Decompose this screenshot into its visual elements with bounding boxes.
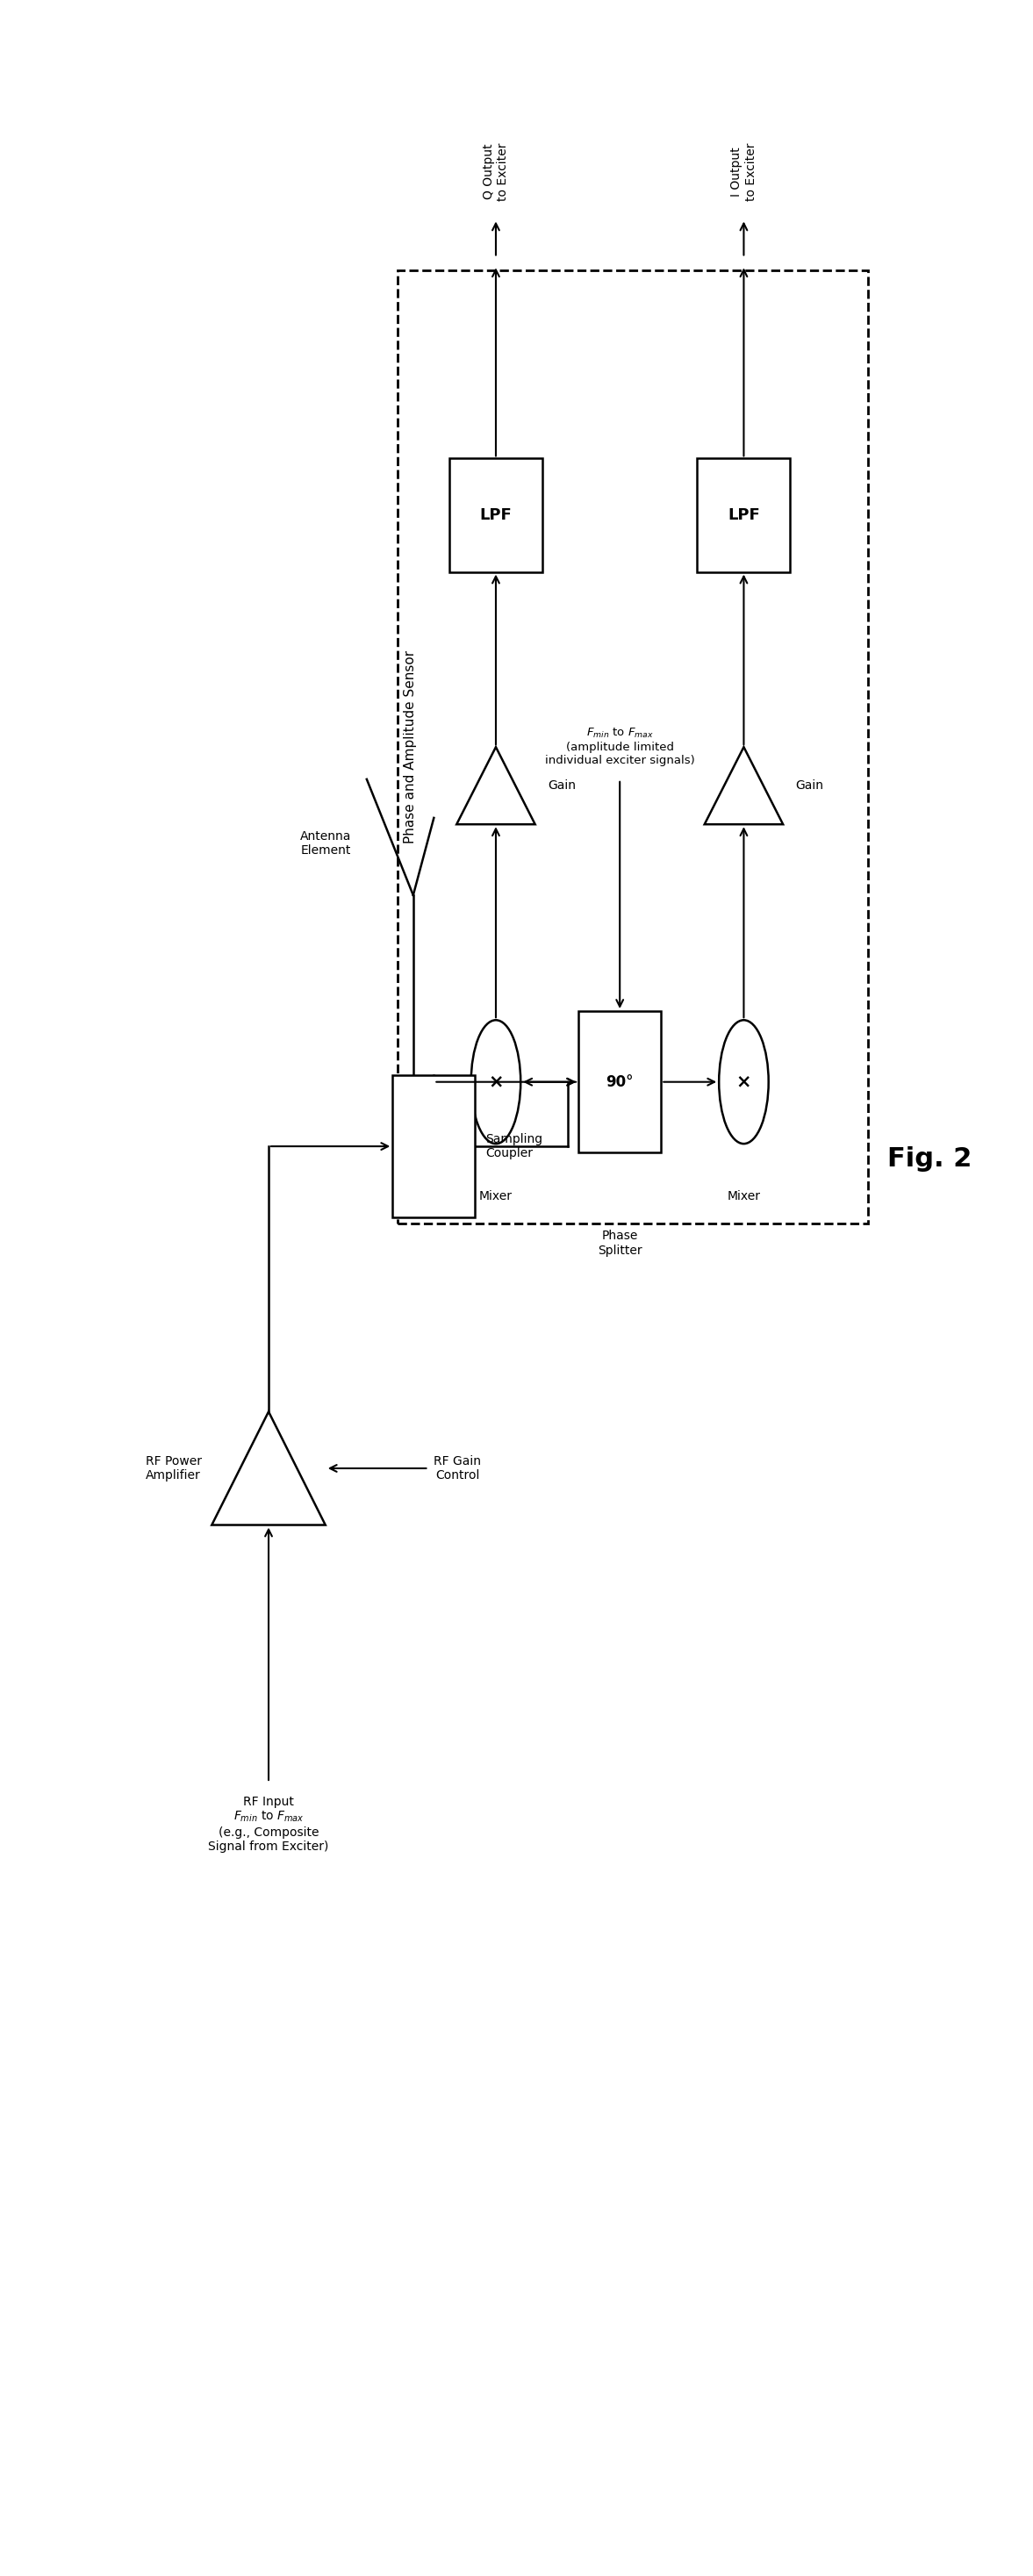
Text: I Output
to Exciter: I Output to Exciter (730, 142, 757, 201)
Polygon shape (457, 747, 535, 824)
Text: RF Power
Amplifier: RF Power Amplifier (146, 1455, 201, 1481)
Text: ×: × (737, 1074, 751, 1090)
Text: Mixer: Mixer (727, 1190, 760, 1203)
Text: Phase
Splitter: Phase Splitter (597, 1231, 643, 1257)
Text: Gain: Gain (795, 781, 823, 791)
Text: Phase and Amplitude Sensor: Phase and Amplitude Sensor (404, 652, 416, 845)
Polygon shape (212, 1412, 325, 1525)
Polygon shape (705, 747, 783, 824)
Text: RF Input
$F_{min}$ to $F_{max}$
(e.g., Composite
Signal from Exciter): RF Input $F_{min}$ to $F_{max}$ (e.g., C… (209, 1795, 328, 1852)
Text: Mixer: Mixer (479, 1190, 512, 1203)
Bar (697, 459, 790, 572)
Text: Fig. 2: Fig. 2 (887, 1146, 972, 1172)
Text: Gain: Gain (547, 781, 575, 791)
Bar (449, 459, 542, 572)
Bar (398, 270, 868, 1224)
Circle shape (719, 1020, 769, 1144)
Text: $F_{min}$ to $F_{max}$
(amplitude limited
individual exciter signals): $F_{min}$ to $F_{max}$ (amplitude limite… (544, 726, 695, 768)
Text: RF Gain
Control: RF Gain Control (434, 1455, 481, 1481)
Text: LPF: LPF (479, 507, 512, 523)
Bar (578, 1010, 661, 1154)
Circle shape (471, 1020, 521, 1144)
Text: 90°: 90° (606, 1074, 633, 1090)
Bar (393, 1074, 475, 1216)
Text: ×: × (489, 1074, 503, 1090)
Text: Sampling
Coupler: Sampling Coupler (486, 1133, 542, 1159)
Text: Q Output
to Exciter: Q Output to Exciter (482, 142, 509, 201)
Text: Antenna
Element: Antenna Element (300, 829, 351, 858)
Text: LPF: LPF (727, 507, 760, 523)
